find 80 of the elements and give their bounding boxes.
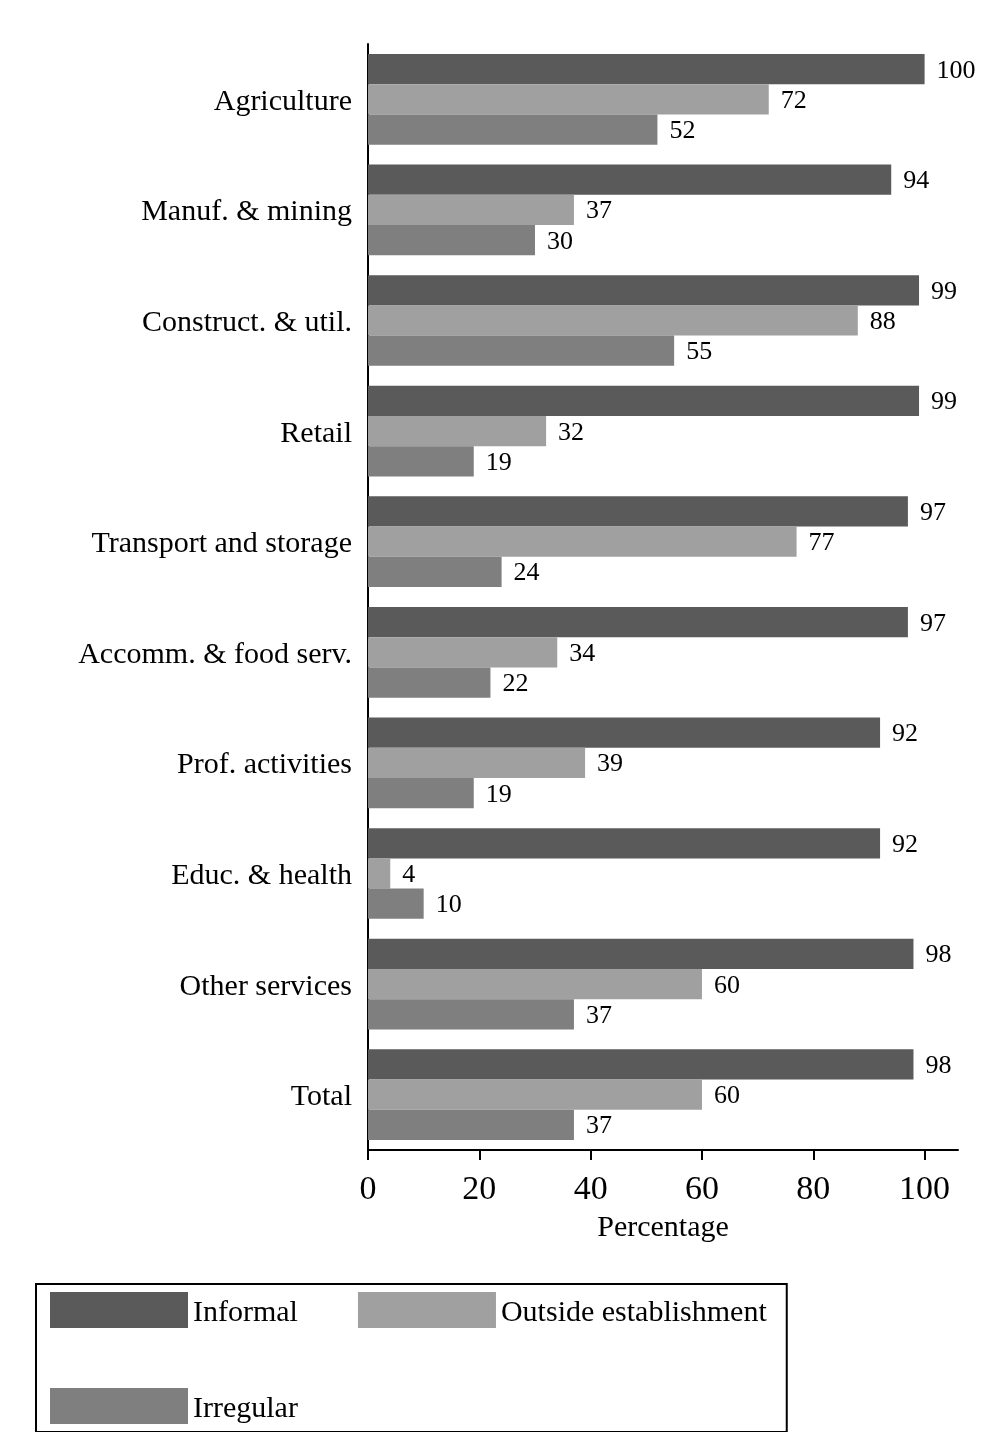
bar — [368, 778, 474, 809]
y-tick-label: Educ. & health — [171, 857, 352, 890]
data-label: 97 — [919, 607, 946, 637]
bar — [368, 606, 908, 638]
data-label: 19 — [485, 446, 512, 476]
legend-label: Informal — [193, 1293, 298, 1327]
y-tick-label: Accomm. & food serv. — [78, 635, 352, 669]
bar — [368, 446, 474, 477]
data-label: 37 — [585, 195, 612, 225]
data-label: 60 — [713, 969, 740, 999]
legend-label: Outside establishment — [500, 1293, 768, 1327]
bar — [368, 335, 675, 366]
bar — [368, 747, 586, 779]
bar — [368, 84, 769, 115]
bar — [368, 717, 881, 748]
bar — [368, 275, 920, 306]
data-label: 37 — [585, 1110, 612, 1140]
data-label: 39 — [597, 748, 624, 778]
bar — [368, 53, 925, 85]
bar — [368, 999, 574, 1030]
data-label: 24 — [513, 557, 540, 587]
y-tick-label: Total — [290, 1078, 352, 1112]
bar — [368, 385, 920, 416]
x-tick-label: 40 — [573, 1168, 608, 1206]
data-label: 22 — [502, 668, 529, 698]
data-label: 60 — [713, 1080, 740, 1110]
data-label: 32 — [558, 416, 585, 446]
bar — [368, 526, 797, 557]
x-axis-title: Percentage — [597, 1208, 729, 1242]
x-tick-label: 60 — [684, 1168, 719, 1206]
bar — [368, 888, 424, 919]
data-label: 77 — [808, 527, 835, 557]
data-label: 30 — [546, 225, 573, 255]
y-tick-label: Construct. & util. — [142, 304, 352, 337]
bar — [368, 1049, 914, 1080]
data-label: 10 — [435, 889, 462, 919]
data-label: 52 — [669, 115, 696, 145]
data-label: 88 — [869, 306, 896, 335]
data-label: 98 — [925, 939, 952, 969]
bar — [368, 415, 547, 447]
data-label: 99 — [931, 386, 958, 416]
bar — [368, 828, 881, 859]
legend-label: Irregular — [193, 1389, 298, 1423]
data-label: 37 — [585, 999, 612, 1029]
x-tick-label: 20 — [462, 1168, 497, 1206]
y-tick-label: Manuf. & mining — [141, 193, 352, 227]
data-label: 72 — [780, 84, 807, 114]
bar — [368, 637, 558, 668]
bar — [368, 938, 914, 969]
data-label: 19 — [485, 778, 512, 808]
y-tick-label: Other services — [179, 967, 352, 1001]
data-label: 92 — [892, 718, 919, 748]
data-label: 4 — [402, 859, 416, 888]
y-tick-label: Transport and storage — [91, 525, 352, 559]
bar — [368, 225, 535, 256]
x-tick-label: 0 — [359, 1168, 377, 1206]
data-label: 100 — [936, 54, 976, 84]
bar — [368, 667, 491, 698]
bar — [368, 556, 502, 588]
y-tick-label: Agriculture — [213, 82, 352, 116]
data-label: 55 — [686, 336, 713, 366]
bar — [368, 114, 658, 145]
y-tick-label: Retail — [280, 414, 352, 448]
bar — [368, 305, 858, 336]
data-label: 92 — [892, 828, 919, 858]
data-label: 34 — [569, 637, 596, 667]
data-label: 98 — [925, 1049, 952, 1079]
y-tick-label: Prof. activities — [177, 746, 352, 780]
bar — [368, 1109, 574, 1141]
bar — [368, 1079, 702, 1110]
bar — [368, 858, 391, 889]
x-tick-label: 80 — [796, 1168, 831, 1206]
bar — [368, 968, 702, 1000]
x-tick-label: 100 — [899, 1168, 951, 1206]
bar — [368, 496, 908, 527]
data-label: 99 — [931, 275, 958, 305]
bar — [368, 164, 892, 195]
bar — [368, 194, 574, 226]
data-label: 97 — [919, 496, 946, 526]
data-label: 94 — [903, 165, 930, 195]
